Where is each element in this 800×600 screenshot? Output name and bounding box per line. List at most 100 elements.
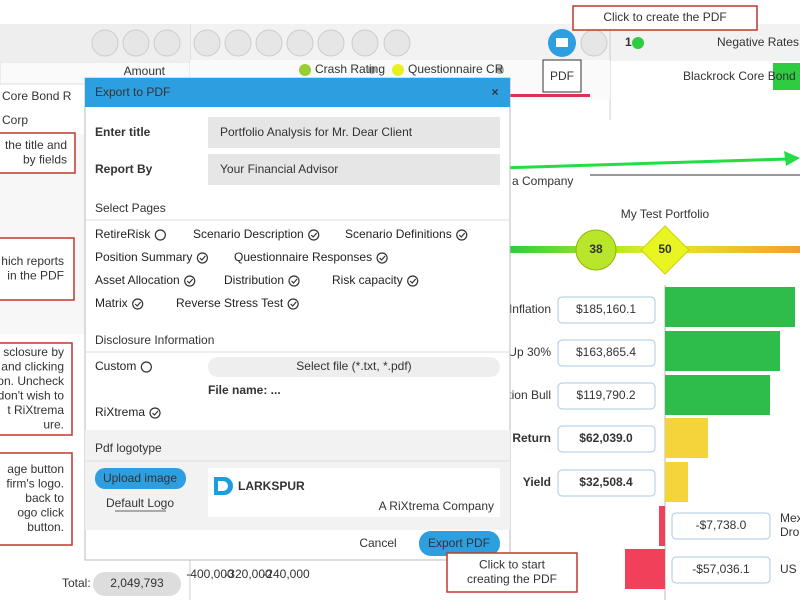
total-label: Total:	[62, 576, 91, 590]
scenario-label: Yield	[523, 475, 551, 489]
value-box	[557, 382, 656, 410]
check-glyph	[291, 278, 298, 284]
checked-icon[interactable]	[288, 275, 300, 287]
bar	[665, 462, 688, 502]
icon-button[interactable]	[351, 29, 379, 57]
callout-text: t RiXtrema	[7, 403, 64, 417]
arrow	[499, 157, 789, 170]
option-label: Asset Allocation	[95, 273, 180, 287]
icon-button[interactable]	[193, 29, 221, 57]
unchecked-icon[interactable]	[140, 361, 152, 373]
icon-button[interactable]	[317, 29, 345, 57]
arrow-head	[784, 151, 800, 166]
field-label: Report By	[95, 162, 153, 176]
value-box	[557, 425, 656, 453]
callout-text: back to	[25, 491, 64, 505]
scenario-label: d Return	[502, 431, 551, 445]
check-glyph	[186, 278, 194, 284]
option-label: Questionnaire Responses	[234, 250, 372, 264]
option-label: Matrix	[95, 296, 128, 310]
total-value: 2,049,793	[110, 576, 164, 590]
logo-mark	[214, 477, 233, 495]
checked-icon[interactable]	[376, 252, 388, 264]
callout-text: the title and	[5, 138, 67, 152]
field-value: Portfolio Analysis for Mr. Dear Client	[220, 125, 413, 139]
icon-button[interactable]	[91, 29, 119, 57]
upload-button[interactable]	[95, 468, 186, 489]
icon-button[interactable]	[255, 29, 283, 57]
section-heading: Pdf logotype	[95, 441, 162, 455]
toolbar-icons[interactable]	[91, 29, 608, 57]
scenario-value: $119,790.2	[576, 388, 635, 402]
icon-button[interactable]	[580, 29, 608, 57]
callout-text: creating the PDF	[467, 572, 557, 586]
callout-text: ogo click	[17, 506, 65, 520]
section-heading: Disclosure Information	[95, 333, 214, 347]
checked-icon[interactable]	[149, 407, 161, 419]
option-label: Distribution	[224, 273, 284, 287]
reportby-input[interactable]	[208, 154, 500, 185]
icon-button[interactable]	[153, 29, 181, 57]
option-label: Risk capacity	[332, 273, 403, 287]
check-glyph	[379, 255, 386, 261]
upload-label: Upload image	[103, 471, 177, 485]
checked-icon[interactable]	[308, 229, 320, 241]
total-box	[93, 572, 181, 596]
select-file-button[interactable]	[208, 357, 500, 377]
callout-text: hich reports	[1, 254, 64, 268]
score-circle	[575, 229, 617, 271]
row-title: Blackrock Core Bond R	[683, 69, 800, 83]
row-label: Core Bond R	[2, 89, 72, 103]
scenario-label: Up 30%	[508, 345, 551, 359]
title-input[interactable]	[208, 117, 500, 148]
scenario-label: Inflation	[509, 302, 551, 316]
scenario-label: ction Bull	[502, 388, 551, 402]
column-header: Amount	[124, 64, 166, 78]
legend-swatch	[392, 64, 404, 76]
callout-text: don't wish to	[0, 388, 64, 402]
callout-text: Click to create the PDF	[603, 10, 726, 24]
row-label: Corp	[2, 113, 28, 127]
checked-icon[interactable]	[407, 275, 419, 287]
checked-icon[interactable]	[456, 229, 468, 241]
default-logo-link: Default Logo	[106, 496, 174, 510]
callout-text: age button	[7, 462, 64, 476]
icon-button[interactable]	[383, 29, 411, 57]
callout-text: firm's logo.	[6, 477, 64, 491]
up-icon	[632, 37, 644, 49]
scenario-value: $163,865.4	[576, 345, 636, 359]
axis-label: -320,000	[224, 567, 272, 581]
callout-text: and clicking	[1, 359, 64, 373]
column-title: Negative Rates Comc	[717, 35, 800, 49]
icon-button[interactable]	[224, 29, 252, 57]
checked-icon[interactable]	[287, 298, 299, 310]
callout	[0, 237, 75, 301]
logo-tagline: A RiXtrema Company	[379, 499, 494, 513]
scenario-value: -$7,738.0	[696, 518, 747, 532]
callout	[0, 132, 76, 174]
scenario-value: $62,039.0	[579, 431, 633, 445]
score: 38	[589, 242, 603, 256]
dialog-title: Export to PDF	[95, 85, 170, 99]
checked-icon[interactable]	[184, 275, 196, 287]
option-label: RetireRisk	[95, 227, 151, 241]
option-label: Position Summary	[95, 250, 192, 264]
check-glyph	[458, 232, 466, 238]
tooltip	[542, 59, 582, 93]
icon-button[interactable]	[122, 29, 150, 57]
check-glyph	[409, 278, 417, 284]
unchecked-icon[interactable]	[154, 229, 166, 241]
scenario-label: Mexi	[780, 511, 800, 525]
scenario-value: $185,160.1	[576, 302, 636, 316]
logo-name: LARKSPUR	[238, 479, 305, 493]
icon-button[interactable]	[286, 29, 314, 57]
checked-icon[interactable]	[132, 298, 144, 310]
callout-text: Click to start	[479, 557, 546, 571]
callout-text: by fields	[23, 152, 67, 166]
help-icon	[496, 66, 504, 74]
export-button[interactable]	[419, 531, 500, 556]
score: 50	[658, 242, 672, 256]
checked-icon[interactable]	[196, 252, 208, 264]
